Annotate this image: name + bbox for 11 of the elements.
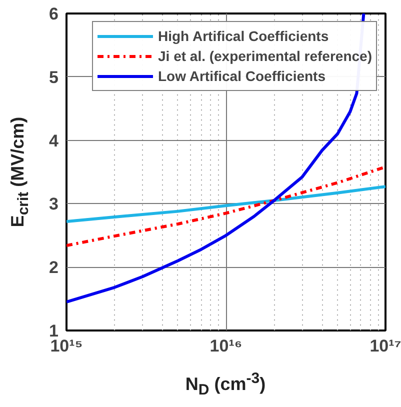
legend-label: Ji et al. (experimental reference) [158, 48, 372, 64]
x-axis-title: N$_{D}$ (cm$^{-3}$) [184, 369, 267, 401]
y-tick-label: 5 [49, 68, 59, 87]
y-tick-label: 2 [49, 258, 59, 278]
legend-label: Low Artifical Coefficients [158, 68, 326, 84]
y-tick-label: 3 [49, 194, 59, 214]
y-tick-label: 6 [49, 4, 59, 24]
x-tick-label: 10¹⁶ [210, 336, 242, 356]
y-tick-label: 4 [49, 131, 60, 150]
legend-label: High Artifical Coefficients [158, 28, 329, 44]
x-tick-label: 10¹⁷ [370, 336, 401, 356]
